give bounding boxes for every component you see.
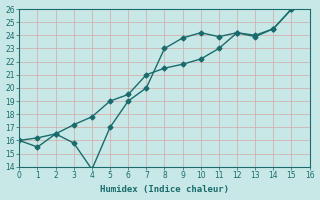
X-axis label: Humidex (Indice chaleur): Humidex (Indice chaleur) bbox=[100, 185, 229, 194]
